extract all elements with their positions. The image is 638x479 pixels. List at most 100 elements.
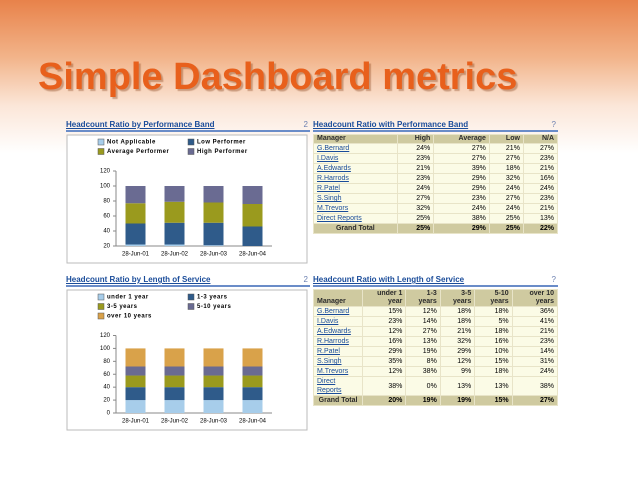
table-cell: 13% — [522, 213, 559, 224]
table-cell: 24% — [396, 183, 435, 194]
bar-segment — [242, 400, 263, 413]
bars — [125, 186, 263, 246]
bar-segment — [125, 244, 146, 246]
row-label[interactable]: A.Edwards — [312, 326, 364, 337]
row-label[interactable]: Direct Reports — [312, 376, 364, 396]
table-cell: 23% — [396, 173, 435, 184]
row-label[interactable]: M.Trevors — [313, 203, 398, 214]
table-cell: 21% — [522, 203, 559, 214]
bar-segment — [164, 375, 185, 388]
bar-segment — [164, 186, 185, 202]
table-cell: 18% — [474, 326, 513, 337]
table-cell: 16% — [522, 173, 559, 184]
table-cell: 27% — [405, 326, 441, 337]
table-cell: 16% — [362, 336, 407, 347]
table-cell: 23% — [522, 153, 559, 164]
row-label[interactable]: G.Bernard — [313, 143, 398, 154]
table-cell: 13% — [405, 336, 441, 347]
panel-title[interactable]: Headcount Ratio with Performance Band — [313, 120, 469, 129]
help-icon[interactable]: 2 — [303, 120, 308, 129]
help-icon[interactable]: ? — [551, 275, 556, 284]
y-tick-label: 0 — [107, 411, 111, 417]
table-row: R.Patel 29% 19% 29% 10% 14% — [312, 346, 559, 357]
table-cell: 32% — [439, 336, 476, 347]
table-cell: 8% — [405, 356, 441, 367]
table-cell: 5% — [474, 316, 513, 327]
slide-title: Simple Dashboard metrics — [38, 56, 518, 98]
y-tick-label: 120 — [100, 169, 111, 175]
y-tick-label: 80 — [103, 199, 110, 205]
x-tick-label: 28-Jun-03 — [200, 419, 228, 425]
header-row: Manager High Average Low N/A — [313, 134, 559, 144]
panel-title[interactable]: Headcount Ratio by Length of Service — [66, 275, 211, 284]
x-tick-label: 28-Jun-04 — [239, 252, 267, 258]
row-label[interactable]: G.Bernard — [312, 306, 364, 317]
column-header: 5-10 years — [474, 289, 513, 307]
table-cell: 24% — [488, 203, 524, 214]
legend-label: 3-5 years — [107, 304, 138, 310]
table-cell: 12% — [405, 306, 441, 317]
header-row: Manager under 1 year 1-3 years 3-5 years 5-1… — [312, 289, 559, 307]
table-cell: 25% — [488, 223, 524, 234]
row-label[interactable]: R.Patel — [312, 346, 364, 357]
row-label[interactable]: R.Harrods — [313, 173, 398, 184]
panel-title[interactable]: Headcount Ratio by Performance Band — [66, 120, 215, 129]
legend-swatch — [187, 148, 195, 155]
column-header: Average — [433, 134, 490, 144]
y-tick-label: 120 — [100, 333, 111, 339]
table-cell: 23% — [433, 193, 490, 204]
table-panel: Headcount Ratio with Performance Band? M… — [313, 120, 559, 234]
panel-title[interactable]: Headcount Ratio with Length of Service — [313, 275, 465, 284]
bar-segment — [242, 226, 263, 246]
legend-swatch — [97, 138, 105, 146]
bar-segment — [125, 366, 146, 376]
row-label[interactable]: A.Edwards — [313, 163, 398, 174]
x-tick-label: 28-Jun-02 — [161, 252, 189, 258]
table-cell: 27% — [433, 143, 490, 154]
x-tick-label: 28-Jun-01 — [122, 252, 150, 258]
row-label[interactable]: S.Singh — [313, 193, 398, 204]
table-cell: 18% — [439, 306, 476, 317]
row-label[interactable]: I.Davis — [313, 153, 398, 164]
table-row: A.Edwards 12% 27% 21% 18% 21% — [312, 326, 559, 337]
legend-label: over 10 years — [107, 314, 152, 320]
table-cell: 18% — [439, 316, 476, 327]
table-row: I.Davis 23% 27% 27% 23% — [313, 153, 559, 164]
bar-segment — [242, 387, 263, 401]
row-label[interactable]: M.Trevors — [312, 366, 364, 377]
table-cell: 29% — [433, 183, 490, 194]
help-icon[interactable]: 2 — [303, 275, 308, 284]
row-label[interactable]: I.Davis — [312, 316, 364, 327]
y-tick-label: 40 — [103, 229, 110, 235]
legend-label: under 1 year — [107, 295, 149, 301]
bar-segment — [164, 222, 185, 245]
table-cell: 13% — [439, 376, 476, 396]
chart-frame — [66, 289, 308, 431]
bar-segment — [125, 186, 146, 204]
x-tick-label: 28-Jun-03 — [200, 252, 228, 258]
table-cell: 18% — [488, 163, 524, 174]
bar-segment — [164, 387, 185, 401]
table-row: A.Edwards 21% 39% 18% 21% — [313, 163, 559, 174]
legend-swatch — [187, 138, 195, 146]
table-cell: 38% — [511, 376, 559, 396]
table-cell: 19% — [405, 346, 441, 357]
help-icon[interactable]: ? — [551, 120, 556, 129]
column-header: over 10 years — [511, 289, 559, 307]
legend-label: 1-3 years — [197, 295, 228, 301]
bar-segment — [203, 366, 224, 376]
bar-segment — [203, 387, 224, 401]
bar-segment — [125, 203, 146, 224]
table-cell: 24% — [522, 183, 559, 194]
row-label[interactable]: R.Patel — [313, 183, 398, 194]
row-label[interactable]: Direct Reports — [313, 213, 398, 224]
chart-panel: Headcount Ratio by Length of Service 2 un… — [66, 275, 310, 438]
table-cell: 21% — [511, 326, 559, 337]
column-header: Manager — [312, 289, 364, 307]
table-cell: 19% — [405, 395, 441, 406]
row-label[interactable]: R.Harrods — [312, 336, 364, 347]
row-label[interactable]: S.Singh — [312, 356, 364, 367]
table-cell: 31% — [511, 356, 559, 367]
legend-swatch — [187, 293, 195, 301]
